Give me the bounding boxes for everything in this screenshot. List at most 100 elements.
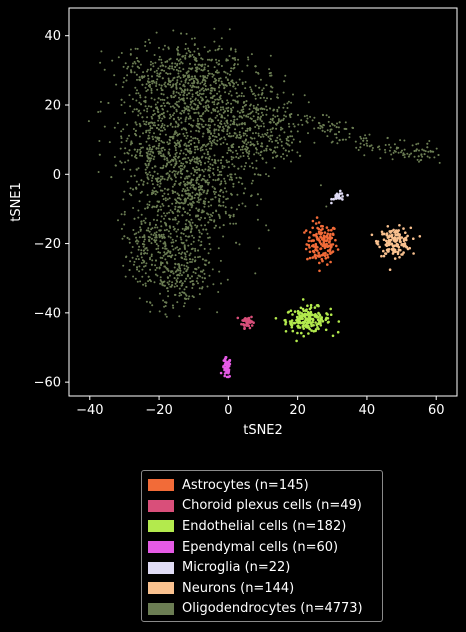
point <box>134 155 136 158</box>
point <box>192 240 195 243</box>
point <box>187 297 190 300</box>
point <box>149 153 152 156</box>
point <box>152 109 155 112</box>
point <box>290 113 293 115</box>
point <box>145 120 148 123</box>
point <box>181 282 184 285</box>
point <box>158 234 161 237</box>
point <box>211 158 214 161</box>
point <box>136 280 139 283</box>
point <box>169 236 172 239</box>
point <box>173 285 176 288</box>
x-tick-label: 40 <box>359 403 376 418</box>
point <box>139 96 142 99</box>
point <box>174 164 177 167</box>
point <box>307 132 309 135</box>
point <box>199 82 202 85</box>
point <box>428 156 431 159</box>
point <box>219 195 222 197</box>
point <box>317 251 321 255</box>
point <box>296 130 299 133</box>
point <box>190 143 192 146</box>
point <box>141 116 144 119</box>
y-tick-label: 0 <box>53 168 61 183</box>
point <box>163 99 166 101</box>
point <box>146 173 149 176</box>
point <box>263 149 266 152</box>
point <box>161 257 164 259</box>
point <box>178 83 181 86</box>
point <box>154 264 157 267</box>
point <box>276 115 279 117</box>
point <box>183 280 186 283</box>
point <box>326 313 329 316</box>
point <box>138 135 141 138</box>
point <box>176 79 179 82</box>
point <box>142 283 145 286</box>
point <box>179 181 182 184</box>
point <box>220 180 223 183</box>
point <box>188 123 191 125</box>
point <box>291 135 294 138</box>
point <box>135 57 138 60</box>
point <box>222 365 225 368</box>
point <box>302 309 306 313</box>
point <box>144 86 147 89</box>
point <box>324 328 328 332</box>
point <box>168 102 171 105</box>
point <box>196 66 199 69</box>
point <box>237 83 239 86</box>
point <box>242 95 245 98</box>
point <box>382 238 386 241</box>
point <box>224 210 227 213</box>
point <box>282 153 285 156</box>
point <box>219 106 222 109</box>
point <box>286 135 289 138</box>
point <box>212 87 214 90</box>
point <box>178 133 181 135</box>
point <box>213 138 216 141</box>
point <box>176 214 179 217</box>
point <box>225 368 228 372</box>
x-tick-label: −40 <box>76 403 103 418</box>
point <box>135 157 138 160</box>
legend-swatch <box>148 582 174 595</box>
point <box>418 160 420 163</box>
point <box>229 222 232 225</box>
point <box>107 102 110 104</box>
point <box>151 62 154 65</box>
point <box>396 236 400 240</box>
point <box>207 104 210 107</box>
point <box>186 97 189 100</box>
point <box>164 81 167 84</box>
point <box>314 313 317 316</box>
point <box>186 192 189 195</box>
point <box>173 258 176 260</box>
point <box>196 122 199 125</box>
point <box>169 57 172 60</box>
point <box>308 256 312 260</box>
point <box>248 157 250 160</box>
point <box>197 183 200 186</box>
point <box>132 275 135 278</box>
point <box>156 226 159 229</box>
point <box>217 213 220 216</box>
point <box>329 125 332 127</box>
point <box>142 180 145 183</box>
point <box>204 76 207 79</box>
point <box>265 161 268 164</box>
point <box>170 96 173 99</box>
point <box>268 68 271 71</box>
point <box>388 149 391 152</box>
point <box>213 187 216 190</box>
point <box>166 110 169 113</box>
point <box>196 178 199 181</box>
point <box>218 199 221 202</box>
point <box>226 78 229 81</box>
point <box>189 182 192 185</box>
point <box>159 180 161 183</box>
point <box>128 238 131 241</box>
point <box>223 87 226 90</box>
point <box>195 129 198 132</box>
point <box>146 107 149 110</box>
